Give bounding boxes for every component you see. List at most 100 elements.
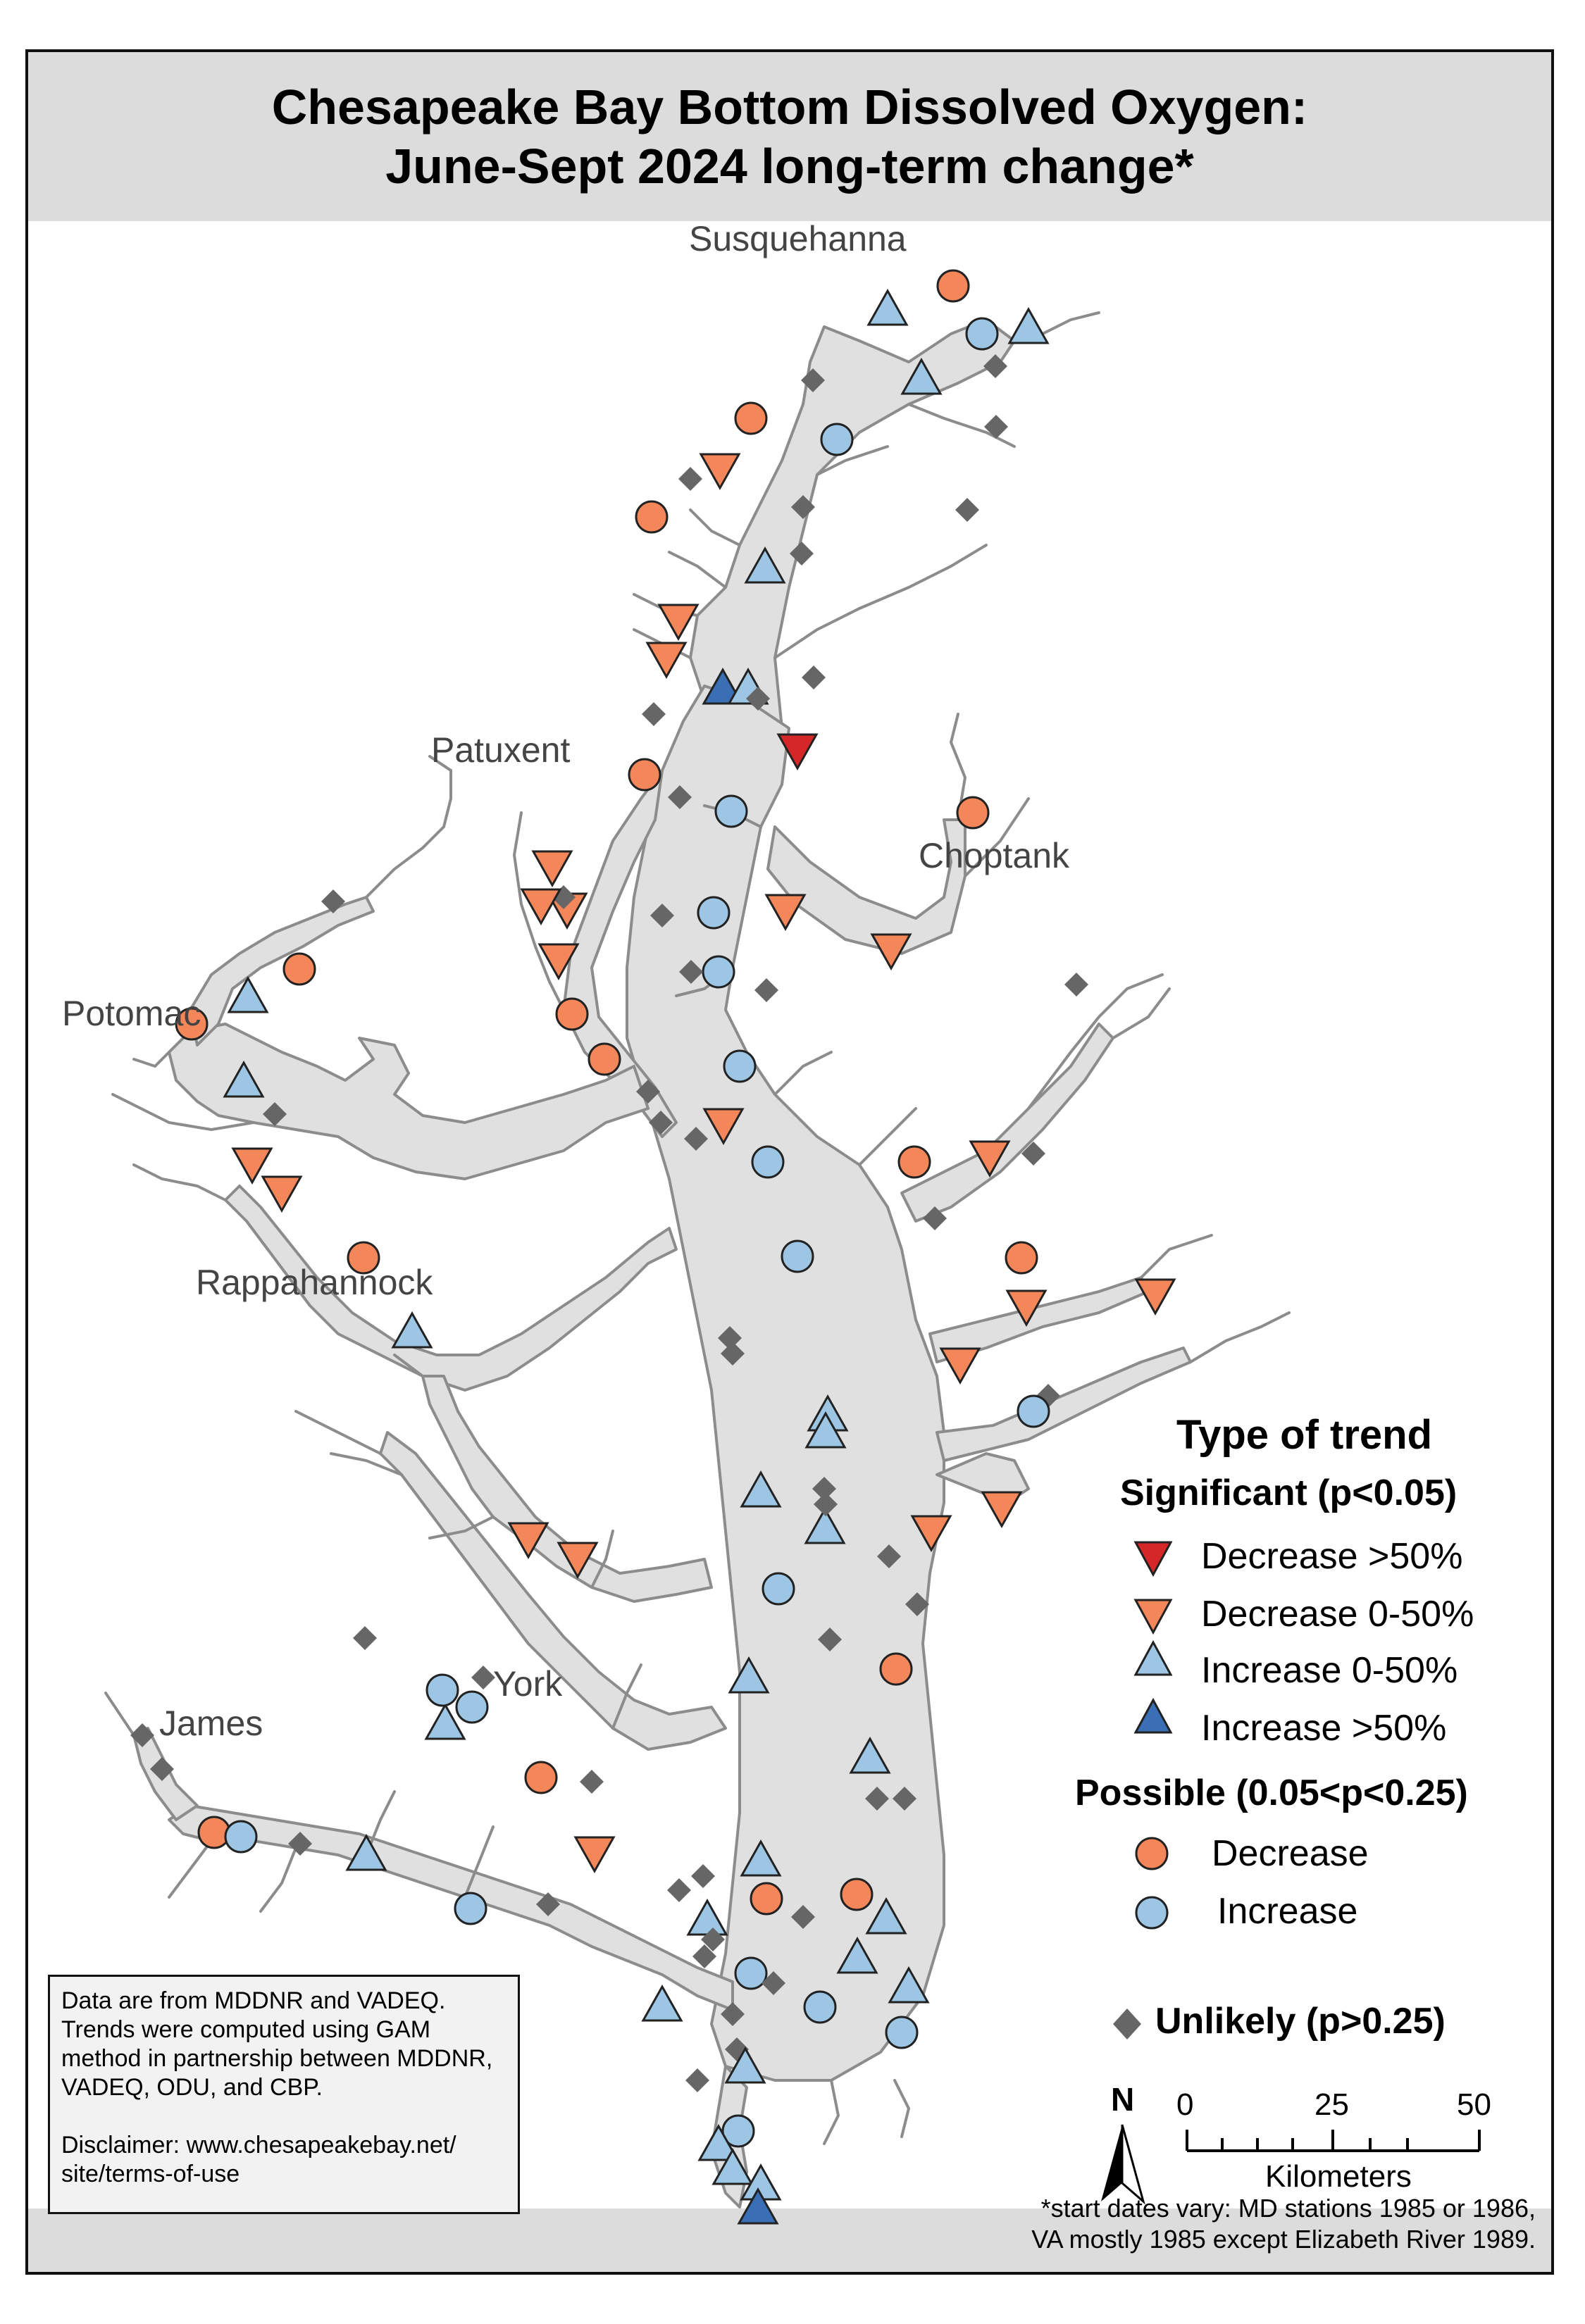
bay-map <box>104 269 1481 2225</box>
station-significant-increase <box>849 1736 891 1774</box>
label-rappahannock: Rappahannock <box>196 1263 433 1302</box>
station-possible-increase <box>820 423 854 456</box>
station-unlikely <box>801 368 825 392</box>
map-title: Chesapeake Bay Bottom Dissolved Oxygen: … <box>28 77 1551 196</box>
station-unlikely <box>983 354 1007 378</box>
station-possible-decrease <box>282 952 316 986</box>
station-unlikely <box>955 498 979 522</box>
title-line-2: June-Sept 2024 long-term change* <box>385 139 1194 194</box>
station-significant-decrease <box>870 933 912 971</box>
station-unlikely <box>691 1864 715 1888</box>
station-possible-decrease <box>635 500 669 534</box>
legend-increase-label: Increase 0-50% <box>1201 1650 1458 1691</box>
station-possible-decrease <box>734 401 768 435</box>
label-york: York <box>493 1664 563 1704</box>
station-significant-decrease <box>573 1836 616 1874</box>
station-significant-decrease <box>910 1515 952 1553</box>
station-significant-decrease <box>764 894 807 932</box>
legend-unlikely-label: Unlikely (p>0.25) <box>1155 2001 1446 2042</box>
scale-bar <box>1186 2130 1481 2152</box>
station-possible-increase <box>714 794 748 828</box>
station-possible-increase <box>702 955 735 989</box>
station-possible-decrease <box>628 758 661 792</box>
legend-possible-decrease-icon <box>1135 1837 1169 1870</box>
scale-tick-0: 0 <box>1176 2087 1194 2122</box>
station-unlikely <box>263 1102 287 1126</box>
station-significant-decrease <box>557 1542 599 1580</box>
legend-heading: Type of trend <box>1176 1412 1433 1458</box>
station-significant-increase <box>1007 306 1050 344</box>
station-significant-decrease <box>939 1347 981 1385</box>
station-unlikely <box>877 1544 901 1568</box>
legend-decrease-icon <box>1133 1599 1173 1635</box>
station-significant-increase <box>804 1506 846 1544</box>
station-unlikely <box>580 1770 604 1794</box>
north-arrow-icon-half <box>1121 2124 1145 2205</box>
station-unlikely <box>150 1757 174 1781</box>
station-significant-increase <box>740 1839 782 1877</box>
station-possible-decrease <box>956 796 990 830</box>
legend-unlikely-symbol <box>1113 2008 1141 2039</box>
station-possible-increase <box>803 1990 837 2024</box>
station-unlikely <box>685 2068 709 2092</box>
station-unlikely <box>746 687 770 711</box>
station-possible-decrease <box>524 1761 558 1794</box>
station-significant-increase <box>744 546 786 584</box>
station-significant-increase <box>724 2046 766 2084</box>
legend-possible-increase-icon <box>1135 1896 1169 1930</box>
station-possible-increase <box>224 1820 258 1854</box>
station-unlikely <box>762 1971 785 1995</box>
station-unlikely <box>667 1878 691 1902</box>
label-james: James <box>159 1704 263 1743</box>
scale-unit: Kilometers <box>1265 2159 1412 2194</box>
legend-significant-heading: Significant (p<0.05) <box>1120 1473 1457 1513</box>
station-unlikely <box>684 1127 708 1151</box>
station-possible-increase <box>762 1572 795 1606</box>
station-possible-increase <box>723 1049 757 1083</box>
station-unlikely <box>1021 1142 1045 1166</box>
station-unlikely <box>668 785 692 809</box>
station-possible-increase <box>885 2016 919 2049</box>
footnote: *start dates vary: MD stations 1985 or 1… <box>1031 2193 1536 2255</box>
north-arrow <box>1101 2124 1145 2205</box>
station-possible-increase <box>425 1673 459 1707</box>
station-significant-increase <box>697 2123 740 2161</box>
scale-tick-50: 50 <box>1457 2087 1491 2122</box>
station-unlikely <box>812 1477 836 1501</box>
station-possible-increase <box>751 1145 785 1179</box>
station-possible-decrease <box>879 1652 913 1686</box>
station-possible-decrease <box>175 1007 209 1041</box>
station-possible-decrease <box>555 997 589 1031</box>
station-significant-decrease <box>537 943 580 981</box>
station-significant-increase <box>223 1060 265 1098</box>
station-significant-increase <box>900 357 943 395</box>
station-significant-decrease <box>507 1522 549 1560</box>
station-unlikely <box>692 1944 716 1968</box>
title-band <box>28 52 1551 221</box>
station-significant-decrease <box>699 453 741 491</box>
station-unlikely <box>818 1628 842 1651</box>
station-unlikely <box>1064 973 1088 997</box>
bottom-band <box>28 2209 1551 2272</box>
station-unlikely <box>865 1787 889 1811</box>
station-possible-decrease <box>588 1042 621 1076</box>
label-susquehanna: Susquehanna <box>689 219 907 258</box>
station-unlikely <box>649 1111 673 1135</box>
station-unlikely <box>679 960 703 984</box>
station-unlikely <box>678 467 702 491</box>
label-potomac: Potomac <box>62 994 201 1033</box>
legend-possible-increase-label: Increase <box>1217 1891 1358 1932</box>
station-possible-increase <box>455 1690 489 1724</box>
station-unlikely <box>321 889 345 913</box>
north-label: N <box>1111 2081 1135 2118</box>
station-significant-decrease <box>702 1108 745 1146</box>
footnote-line-1: *start dates vary: MD stations 1985 or 1… <box>1040 2194 1536 2223</box>
station-unlikely <box>642 702 666 726</box>
station-significant-increase <box>424 1702 466 1740</box>
legend-increase-strong-icon <box>1133 1697 1173 1734</box>
station-possible-increase <box>697 896 731 930</box>
station-unlikely <box>893 1787 916 1811</box>
station-unlikely <box>636 1080 660 1104</box>
station-markers <box>130 269 1176 2225</box>
legend-unlikely-icon <box>1113 2008 1141 2039</box>
